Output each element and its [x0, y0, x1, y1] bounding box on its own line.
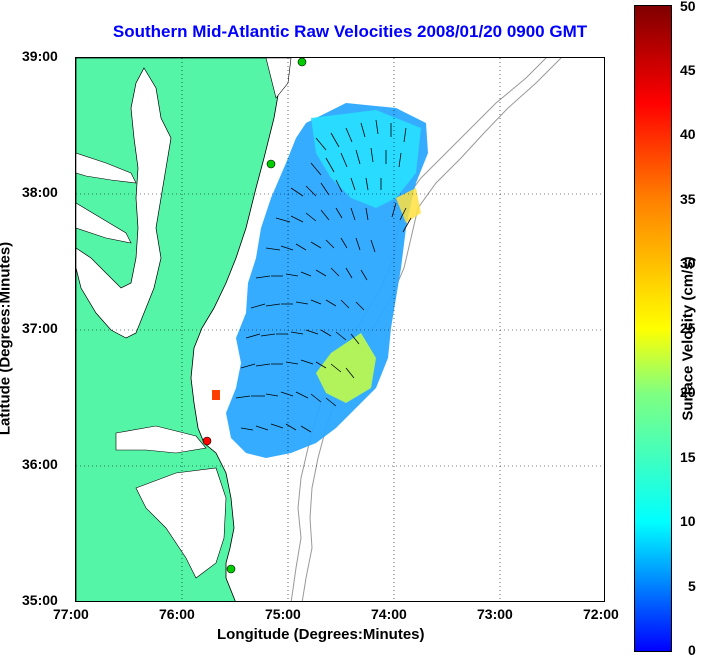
x-tick: 76:00: [159, 606, 195, 622]
velocity-field-high-2: [396, 188, 421, 223]
x-tick: 72:00: [583, 606, 619, 622]
y-tick: 36:00: [22, 456, 58, 472]
chesapeake-bay: [76, 67, 172, 339]
grid-lines: [76, 58, 604, 601]
x-tick: 73:00: [477, 606, 513, 622]
y-tick: 35:00: [22, 592, 58, 608]
bay-tributary-1: [76, 152, 137, 184]
delaware-bay: [265, 58, 292, 99]
map-title: Southern Mid-Atlantic Raw Velocities 200…: [112, 22, 588, 41]
colorbar-tick: 40: [680, 126, 696, 142]
colorbar-tick: 15: [680, 449, 696, 465]
colorbar-tick: 35: [680, 191, 696, 207]
bay-tributary-2: [76, 202, 132, 244]
station-marker-duck: [202, 436, 212, 446]
colorbar-tick: 10: [680, 513, 696, 529]
map-plot-area: [75, 57, 605, 602]
colorbar-tick: 30: [680, 255, 696, 271]
velocity-vectors: [235, 119, 412, 433]
colorbar-tick: 0: [688, 642, 696, 658]
map-svg: [76, 58, 604, 601]
colorbar-tick: 25: [680, 320, 696, 336]
velocity-cell-red: [212, 390, 220, 400]
colorbar-tick: 5: [688, 578, 696, 594]
station-marker-north: [297, 58, 307, 67]
y-tick: 38:00: [22, 184, 58, 200]
colorbar-label: Surface Velocity (cm/s): [679, 256, 697, 421]
x-tick: 77:00: [53, 606, 89, 622]
velocity-field-cyan: [311, 110, 421, 208]
pamlico-sound: [135, 467, 227, 579]
colorbar-tick: 50: [680, 0, 696, 14]
station-marker-cape-henlopen: [266, 159, 276, 169]
colorbar-tick: 20: [680, 384, 696, 400]
x-tick: 75:00: [265, 606, 301, 622]
x-tick: 74:00: [371, 606, 407, 622]
albemarle-sound: [115, 425, 207, 454]
station-marker-hatteras: [226, 564, 236, 574]
colorbar: [634, 5, 672, 652]
y-tick: 39:00: [22, 48, 58, 64]
colorbar-tick: 45: [680, 62, 696, 78]
x-axis-label: Longitude (Degrees:Minutes): [217, 626, 425, 643]
y-tick: 37:00: [22, 320, 58, 336]
y-axis-label: Latitude (Degrees:Minutes): [0, 241, 14, 436]
